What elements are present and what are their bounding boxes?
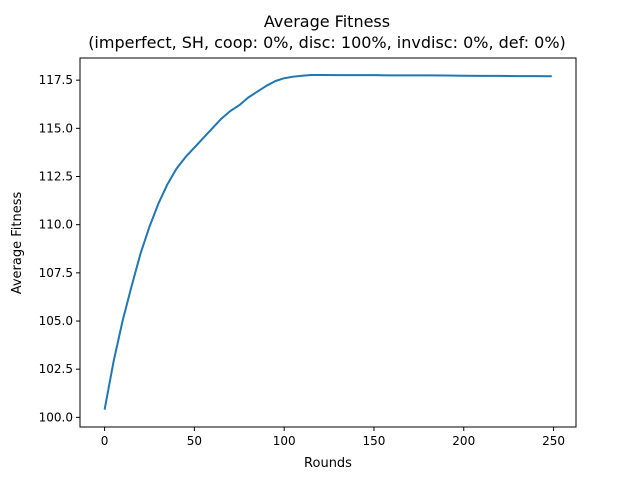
y-tick-label: 110.0 <box>39 218 73 232</box>
y-tick-label: 117.5 <box>39 73 73 87</box>
x-tick-label: 0 <box>101 434 109 448</box>
y-tick-label: 112.5 <box>39 170 73 184</box>
y-tick-label: 100.0 <box>39 410 73 424</box>
x-tick-label: 250 <box>542 434 565 448</box>
y-tick-label: 105.0 <box>39 314 73 328</box>
x-tick-label: 50 <box>187 434 202 448</box>
x-axis: 0 50 100 150 200 250 <box>101 427 565 448</box>
x-axis-label: Rounds <box>304 456 352 471</box>
y-tick-label: 102.5 <box>39 362 73 376</box>
y-axis: 100.0 102.5 105.0 107.5 110.0 112.5 115.0 117.5 <box>39 73 80 424</box>
y-tick-label: 115.0 <box>39 121 73 135</box>
chart-title: Average Fitness <box>264 12 390 31</box>
series-line-0 <box>103 73 552 410</box>
x-tick-label: 200 <box>452 434 475 448</box>
chart-subtitle: (imperfect, SH, coop: 0%, disc: 100%, in… <box>88 33 566 52</box>
y-axis-label: Average Fitness <box>10 192 25 295</box>
plot-area <box>103 73 552 410</box>
x-tick-label: 150 <box>363 434 386 448</box>
x-tick-label: 100 <box>273 434 296 448</box>
y-tick-label: 107.5 <box>39 266 73 280</box>
axes-frame <box>79 57 577 428</box>
